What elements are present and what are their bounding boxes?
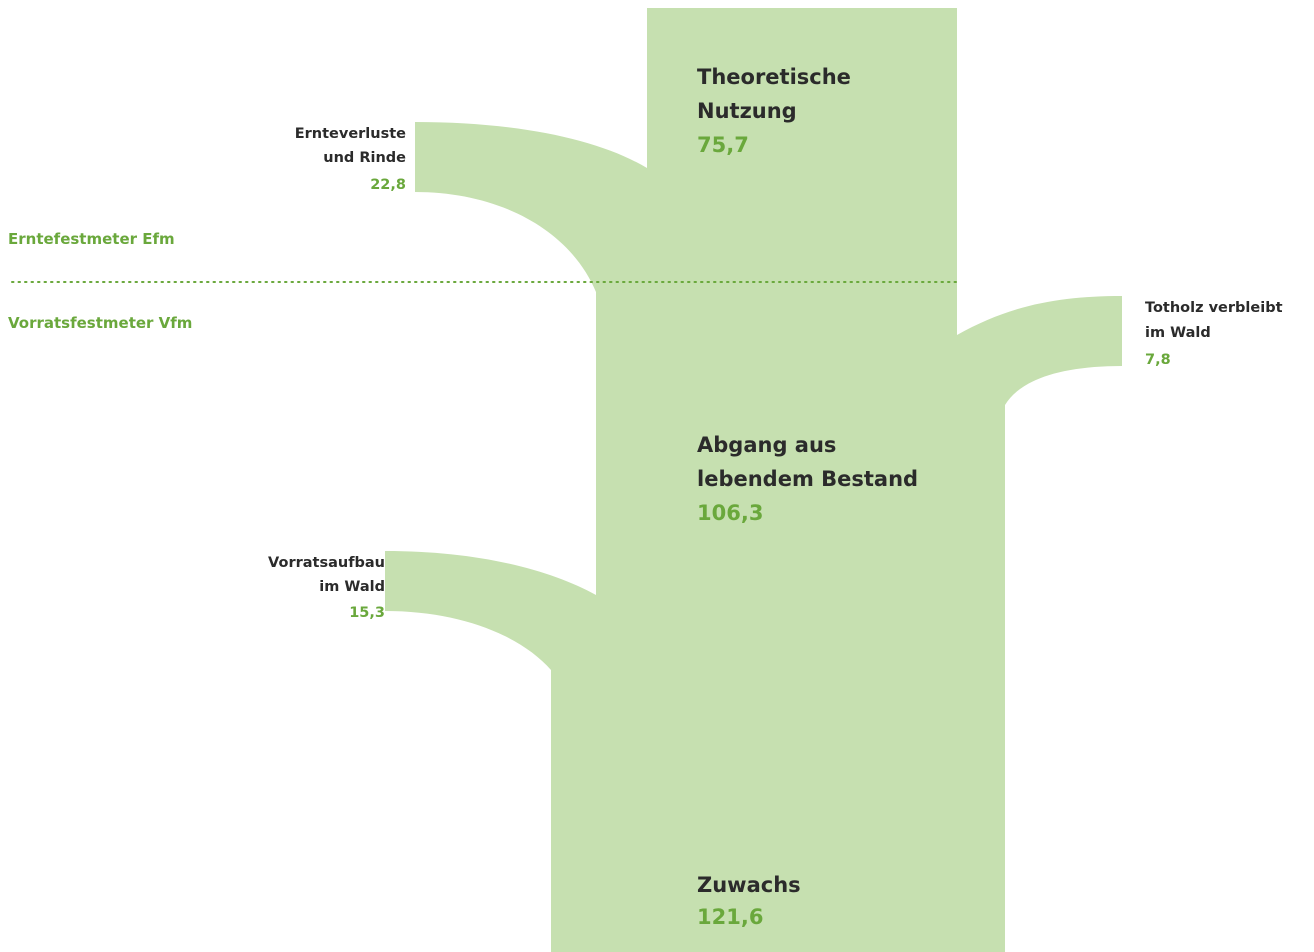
node-label: Zuwachs xyxy=(697,873,801,897)
flow-vorratsaufbau xyxy=(385,551,596,952)
node-label: Theoretische xyxy=(697,65,851,89)
node-label: Nutzung xyxy=(697,99,797,123)
node-value: 15,3 xyxy=(349,605,385,621)
node-label: im Wald xyxy=(1145,325,1211,341)
node-label: Totholz verbleibt xyxy=(1145,300,1283,316)
region-label: Vorratsfestmeter Vfm xyxy=(8,314,192,332)
node-label: lebendem Bestand xyxy=(697,467,918,491)
flow-ernteverluste xyxy=(415,122,647,292)
flow-totholz xyxy=(957,296,1122,952)
node-label: Vorratsaufbau xyxy=(268,555,385,571)
node-label: Ernteverluste xyxy=(295,126,406,142)
node-value: 106,3 xyxy=(697,501,763,525)
node-label: Abgang aus xyxy=(697,433,836,457)
node-value: 121,6 xyxy=(697,905,763,929)
trunk-middle xyxy=(596,280,957,675)
node-value: 7,8 xyxy=(1145,352,1171,368)
flows xyxy=(385,8,1122,952)
trunk-bottom xyxy=(551,665,1005,952)
node-label: und Rinde xyxy=(323,150,406,166)
node-label: im Wald xyxy=(319,579,385,595)
node-value: 75,7 xyxy=(697,133,749,157)
region-label: Erntefestmeter Efm xyxy=(8,230,175,248)
node-value: 22,8 xyxy=(370,177,406,193)
